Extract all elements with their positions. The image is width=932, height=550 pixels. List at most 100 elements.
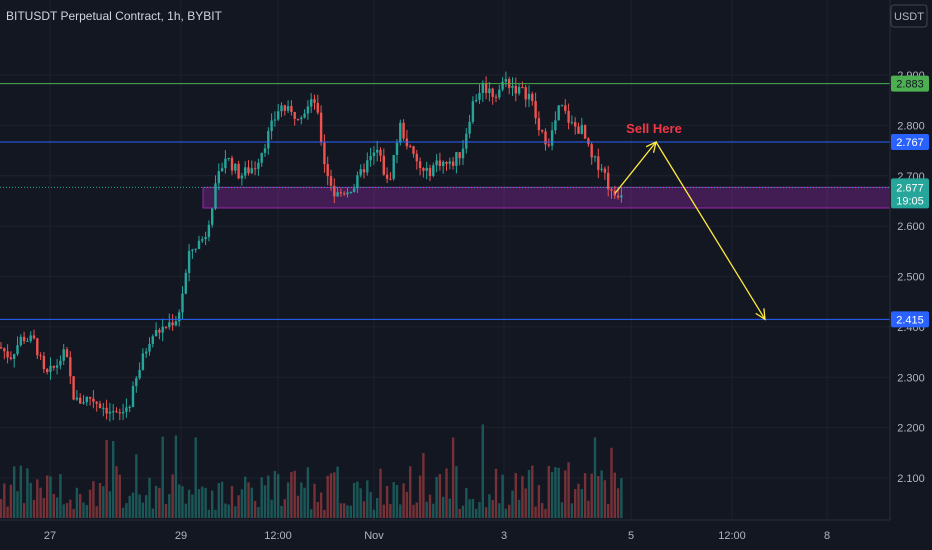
candle-body — [382, 155, 385, 175]
volume-bar — [194, 437, 197, 518]
candle-body — [428, 167, 432, 176]
candle-body — [521, 86, 524, 88]
candle-body — [171, 322, 174, 326]
price-axis[interactable]: 2.1002.2002.3002.4002.5002.6002.7002.800… — [897, 70, 925, 485]
candle-body — [326, 164, 329, 177]
volume-bar — [577, 483, 580, 518]
volume-bar — [597, 476, 600, 518]
candle-body — [135, 378, 138, 387]
candle-body — [65, 349, 69, 358]
candle-body — [154, 329, 158, 337]
candle-body — [46, 369, 49, 372]
candle-body — [42, 356, 46, 370]
volume-bar — [112, 441, 115, 518]
candle-body — [300, 117, 303, 120]
volume-bar — [531, 465, 534, 518]
volume-bar — [425, 501, 428, 518]
volume-bar — [240, 489, 244, 518]
volume-bar — [475, 508, 478, 518]
volume-bar — [501, 474, 504, 518]
candle-body — [283, 105, 286, 111]
candle-body — [498, 89, 501, 98]
candle-body — [336, 192, 339, 197]
volume-bar — [349, 505, 352, 518]
volume-bar — [85, 505, 88, 518]
candle-body — [0, 347, 3, 349]
candle-body — [475, 99, 478, 102]
candle-body — [237, 163, 240, 179]
volume-bar — [607, 503, 610, 518]
volume-bar — [382, 504, 385, 518]
volume-bar — [201, 486, 204, 518]
candle-body — [319, 112, 323, 143]
currency-button-box[interactable] — [890, 4, 928, 28]
volume-bar — [610, 447, 613, 518]
volume-bar — [220, 481, 224, 518]
volume-bar — [135, 454, 138, 518]
currency-button[interactable]: USDT — [890, 4, 928, 28]
volume-bar — [168, 494, 171, 518]
volume-bar — [277, 474, 280, 518]
candle-body — [620, 195, 623, 198]
volume-bar — [494, 468, 498, 518]
candle-body — [570, 122, 574, 124]
volume-bar — [296, 495, 300, 518]
volume-bar — [574, 489, 577, 518]
x-tick-label: Nov — [364, 530, 384, 542]
volume-bar — [286, 482, 290, 518]
candle-body — [6, 351, 9, 358]
candle-body — [194, 248, 197, 250]
candle-body — [524, 87, 527, 100]
volume-bar — [197, 489, 201, 518]
candle-body — [306, 106, 310, 114]
volume-bar — [164, 503, 168, 518]
volume-bar — [230, 486, 234, 518]
volume-bar — [376, 498, 379, 518]
volume-bar — [293, 470, 296, 518]
volume-bar — [128, 495, 131, 518]
volume-bar — [372, 509, 376, 518]
projection-down-segment[interactable] — [655, 141, 766, 320]
sell-here-annotation[interactable]: Sell Here — [626, 121, 682, 136]
volume-bar — [145, 495, 148, 518]
volume-bar — [154, 485, 158, 518]
volume-bar — [171, 474, 174, 518]
candle-body — [125, 407, 128, 412]
volume-bar — [9, 484, 13, 518]
candle-body — [131, 386, 135, 407]
candle-body — [577, 126, 580, 134]
volume-bar — [336, 466, 339, 518]
candle-body — [211, 208, 214, 225]
volume-bar — [438, 474, 442, 518]
candle-body — [597, 156, 600, 170]
volume-bar — [366, 480, 369, 518]
volume-bar — [49, 476, 52, 518]
time-axis[interactable]: 27 29 12:00 Nov 3 5 12:00 8 — [44, 530, 830, 542]
candle-body — [484, 82, 488, 94]
currency-button-label[interactable]: USDT — [894, 11, 924, 23]
volume-bar — [88, 489, 92, 518]
candle-body — [204, 237, 207, 240]
volume-bar — [306, 467, 310, 518]
candle-body — [79, 397, 82, 404]
volume-bar — [468, 499, 471, 518]
candle-body — [3, 348, 6, 352]
volume-bar — [534, 506, 537, 518]
volume-bar — [313, 483, 316, 518]
y-tick-label: 2.800 — [897, 120, 925, 132]
current-price-label: 2.677 — [896, 182, 924, 194]
volume-bar — [600, 470, 603, 518]
volume-bar — [326, 475, 329, 518]
volume-bar — [415, 502, 418, 518]
chart-title: BITUSDT Perpetual Contract, 1h, BYBIT — [6, 9, 222, 23]
volume-bar — [590, 473, 593, 518]
horizontal-lines — [0, 83, 890, 320]
projection-up-segment[interactable] — [614, 141, 657, 194]
candle-body — [39, 355, 42, 357]
volume-bar — [244, 476, 247, 518]
volume-bar — [22, 503, 26, 518]
volume-bar — [36, 479, 39, 518]
candle-body — [511, 85, 514, 88]
